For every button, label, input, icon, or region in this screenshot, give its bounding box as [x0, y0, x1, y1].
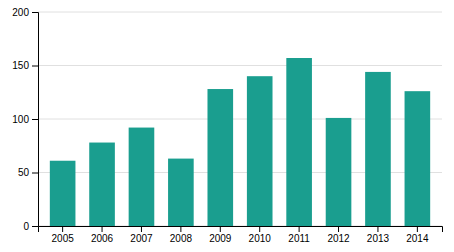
x-tick-mark: [220, 226, 221, 232]
y-tick-label: 150: [12, 60, 29, 71]
y-tick-mark: [32, 119, 38, 120]
x-axis: 2005 2006 2007 2008 2009 2010 2011 2012 2013 2014: [39, 226, 443, 244]
bar: [89, 143, 115, 226]
x-tick-mark: [259, 226, 260, 232]
x-tick-label: 2011: [288, 233, 310, 244]
x-tick: 2010: [249, 226, 272, 244]
y-tick-label: 50: [18, 167, 30, 178]
bars: [50, 58, 430, 226]
bar: [286, 58, 312, 226]
x-tick-label: 2010: [249, 233, 272, 244]
bar: [326, 118, 352, 226]
plot: 0 50 100 150 200 2005 2006 2007 2008 2009 2010 2011…: [12, 7, 442, 244]
y-tick-mark: [32, 226, 38, 227]
grid-line: [38, 12, 442, 13]
x-tick-label: 2009: [209, 233, 232, 244]
y-tick: 100: [12, 114, 38, 125]
x-tick-label: 2012: [327, 233, 350, 244]
bar: [365, 72, 391, 226]
y-tick-mark: [32, 12, 38, 13]
y-tick: 150: [12, 60, 38, 71]
y-axis: 0 50 100 150 200: [12, 7, 38, 232]
x-tick-mark: [417, 226, 418, 232]
grid: [38, 12, 442, 226]
y-tick-label: 200: [12, 7, 29, 18]
x-tick: 2011: [288, 226, 310, 244]
x-tick-label: 2007: [130, 233, 153, 244]
bar: [207, 89, 233, 226]
x-tick: 2009: [209, 226, 232, 244]
x-tick: 2013: [367, 226, 390, 244]
y-axis-line: [32, 13, 39, 227]
x-tick-label: 2005: [52, 233, 75, 244]
x-tick: 2014: [406, 226, 429, 244]
x-tick-mark: [299, 226, 300, 232]
x-tick-label: 2014: [406, 233, 429, 244]
x-tick-mark: [180, 226, 181, 232]
bar: [405, 91, 431, 226]
x-tick: 2007: [130, 226, 153, 244]
y-tick: 200: [12, 7, 38, 18]
x-tick: 2006: [91, 226, 114, 244]
x-tick-mark: [62, 226, 63, 232]
chart: 0 50 100 150 200 2005 2006 2007 2008 2009 2010 2011…: [0, 0, 454, 252]
x-tick-label: 2013: [367, 233, 390, 244]
x-tick-mark: [338, 226, 339, 232]
x-tick-label: 2006: [91, 233, 114, 244]
y-tick-label: 100: [12, 114, 29, 125]
y-tick-mark: [32, 66, 38, 67]
x-tick: 2012: [327, 226, 350, 244]
x-tick-mark: [141, 226, 142, 232]
x-tick-mark: [377, 226, 378, 232]
bar: [247, 76, 273, 226]
x-tick-label: 2008: [170, 233, 193, 244]
y-tick: 50: [18, 167, 38, 178]
bar: [50, 161, 76, 226]
bar: [168, 159, 194, 226]
x-axis-line: [39, 227, 443, 233]
y-tick: 0: [23, 221, 38, 232]
x-tick: 2008: [170, 226, 193, 244]
x-tick: 2005: [52, 226, 75, 244]
x-tick-mark: [102, 226, 103, 232]
bar: [129, 128, 155, 226]
grid-line: [38, 65, 442, 66]
y-tick-mark: [32, 173, 38, 174]
y-tick-label: 0: [23, 221, 29, 232]
